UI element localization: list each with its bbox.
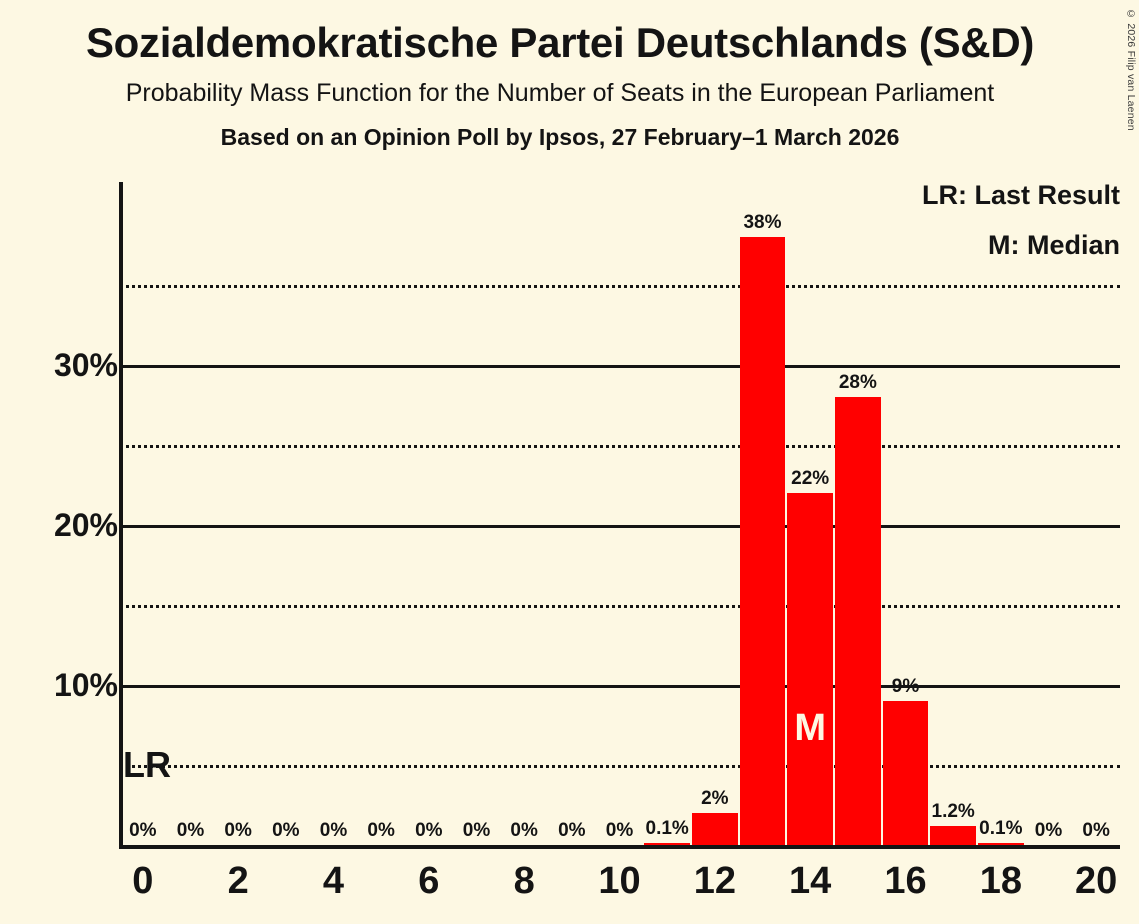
legend-item-last-result: LR: Last Result — [921, 180, 1120, 210]
chart-subtitle: Probability Mass Function for the Number… — [125, 79, 995, 107]
plot-area — [119, 182, 1120, 845]
y-axis-tick-label: 20% — [53, 507, 118, 543]
bar-value-label: 0% — [1082, 820, 1110, 841]
gridline-5pct — [119, 765, 1120, 768]
bar-value-label: 0% — [319, 820, 348, 841]
bar — [835, 397, 881, 845]
legend-item-median: M: Median — [988, 230, 1120, 260]
bar-value-label: 38% — [743, 212, 782, 233]
bar-value-label: 0% — [129, 820, 157, 841]
title-block: Sozialdemokratische Partei Deutschlands … — [0, 0, 1120, 149]
y-axis-tick-label: 10% — [53, 667, 118, 703]
last-result-marker: LR — [123, 744, 171, 785]
bar-value-label: 0% — [367, 820, 395, 841]
chart-legend: LR: Last Result M: Median — [922, 182, 1120, 282]
bar — [930, 825, 976, 845]
x-axis-tick-label: 18 — [979, 860, 1022, 902]
y-axis-tick-label: 30% — [53, 347, 118, 383]
bar-value-label: 0% — [605, 820, 634, 841]
bar-value-label: 2% — [701, 788, 729, 809]
bar — [692, 813, 738, 845]
bar-value-label: 1.2% — [931, 800, 975, 822]
bar-value-label: 9% — [891, 676, 920, 697]
page-title: Sozialdemokratische Partei Deutschlands … — [85, 19, 1035, 66]
bar-value-label: 0% — [176, 820, 205, 841]
gridline-25pct — [119, 445, 1120, 448]
x-axis-tick-label: 14 — [789, 860, 832, 902]
gridline-15pct — [119, 605, 1120, 608]
x-axis-tick-label: 6 — [418, 860, 440, 902]
bar-value-label: 0% — [415, 820, 443, 841]
bar — [739, 237, 786, 845]
bar-value-label: 28% — [838, 372, 877, 393]
gridline-30pct — [119, 365, 1120, 368]
bar-value-label: 0% — [558, 820, 586, 841]
bar-value-label: 22% — [791, 468, 830, 489]
bar — [644, 843, 690, 845]
x-axis-line — [119, 845, 1120, 849]
gridline-20pct — [119, 525, 1120, 528]
x-axis-tick-label: 16 — [884, 860, 927, 902]
x-axis-tick-label: 20 — [1075, 860, 1118, 902]
bar-value-label: 0% — [272, 820, 300, 841]
gridline-35pct — [119, 285, 1120, 288]
y-axis-line — [119, 182, 123, 847]
bar — [787, 493, 833, 845]
bar — [978, 843, 1024, 845]
x-axis-tick-label: 8 — [513, 860, 535, 902]
copyright-notice: © 2026 Filip van Laenen — [1125, 8, 1137, 131]
chart-source-line: Based on an Opinion Poll by Ipsos, 27 Fe… — [220, 124, 900, 150]
x-axis-tick-label: 10 — [598, 860, 641, 902]
bar-value-label: 0% — [1034, 820, 1063, 841]
x-axis-tick-label: 12 — [693, 860, 736, 902]
bar-value-label: 0.1% — [645, 818, 689, 840]
bar-value-label: 0% — [510, 820, 538, 841]
gridline-10pct — [119, 685, 1120, 688]
x-axis-tick-label: 2 — [227, 860, 249, 902]
bar-value-label: 0.1% — [979, 818, 1023, 840]
bar-value-label: 0% — [462, 820, 491, 841]
bar-value-label: 0% — [224, 820, 252, 841]
x-axis-tick-label: 0 — [132, 860, 154, 902]
x-axis-tick-label: 4 — [322, 860, 345, 902]
median-marker: M — [794, 707, 826, 749]
bar — [882, 701, 929, 845]
